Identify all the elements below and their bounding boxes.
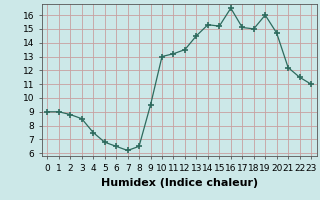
X-axis label: Humidex (Indice chaleur): Humidex (Indice chaleur) <box>100 178 258 188</box>
